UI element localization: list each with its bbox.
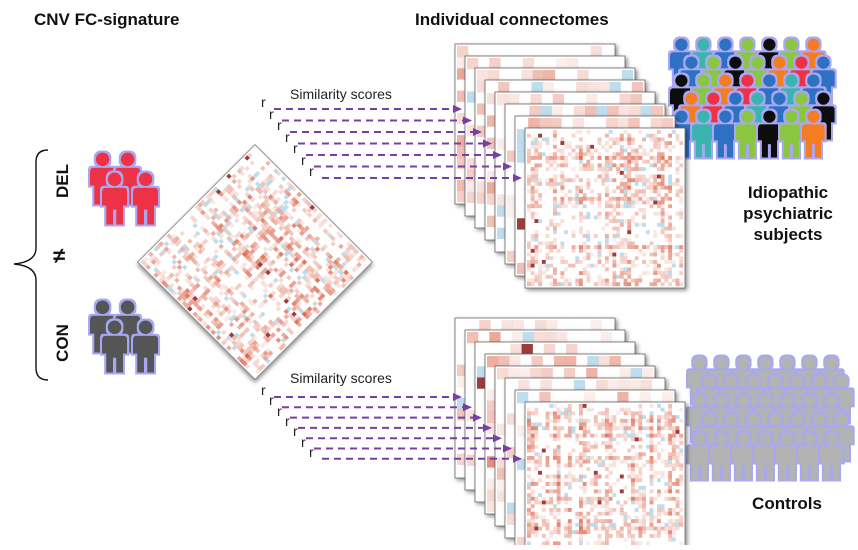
r-label: r (261, 94, 266, 110)
similarity-arrow (290, 128, 482, 136)
idiopathic-label-line-2: psychiatric (743, 204, 833, 223)
similarity-arrow (306, 434, 502, 443)
similarity-arrow (322, 454, 522, 463)
r-label: r (261, 382, 266, 398)
bottom-similarity-label: Similarity scores (290, 370, 392, 386)
idiopathic-crowd (670, 38, 835, 158)
r-label: r (293, 140, 298, 156)
con-label: CON (52, 324, 72, 362)
front-connectome-matrix (524, 127, 686, 289)
top-connectome-stack (454, 43, 686, 289)
matrix-heatmap (527, 404, 684, 550)
similarity-arrow (314, 162, 512, 171)
controls-crowd (688, 356, 853, 480)
not-equal-sign: ≠ (53, 243, 66, 268)
r-label: r (309, 163, 314, 179)
r-label: r (285, 412, 290, 429)
r-label: r (301, 151, 306, 168)
front-connectome-matrix (524, 401, 686, 550)
similarity-arrow (274, 105, 462, 113)
del-group-people (90, 152, 159, 225)
similarity-arrow (274, 393, 462, 401)
controls-label: Controls (752, 494, 822, 513)
r-label: r (309, 443, 314, 460)
r-label: r (277, 402, 282, 419)
similarity-arrow (306, 151, 502, 159)
similarity-arrow (282, 403, 472, 412)
r-label: r (269, 105, 274, 122)
curly-brace-icon (13, 149, 49, 381)
r-label: r (269, 392, 274, 409)
matrix-heatmap (527, 130, 684, 287)
idiopathic-label-line-1: Idiopathic (747, 183, 829, 202)
top-similarity-label: Similarity scores (290, 86, 392, 102)
idiopathic-label: Idiopathic psychiatric subjects (728, 182, 848, 245)
top-similarity-arrows (274, 105, 522, 182)
similarity-arrow (322, 174, 522, 182)
bottom-connectome-stack (454, 317, 686, 550)
signature-title: CNV FC-signature (34, 10, 180, 29)
r-label: r (301, 433, 306, 450)
similarity-arrow (314, 444, 512, 453)
similarity-arrow (298, 423, 492, 432)
matrix-heatmap (140, 147, 370, 377)
similarity-arrow (298, 139, 492, 148)
connectomes-title: Individual connectomes (415, 10, 609, 29)
bottom-similarity-arrows (274, 393, 522, 463)
cnv-signature-matrix (137, 144, 373, 380)
similarity-arrow (290, 413, 482, 422)
r-label: r (277, 117, 282, 133)
con-group-people (90, 300, 159, 373)
idiopathic-label-line-3: subjects (753, 225, 823, 244)
r-label: r (285, 128, 290, 145)
r-label: r (293, 423, 298, 440)
del-label: DEL (53, 164, 72, 198)
similarity-arrow (282, 116, 472, 125)
